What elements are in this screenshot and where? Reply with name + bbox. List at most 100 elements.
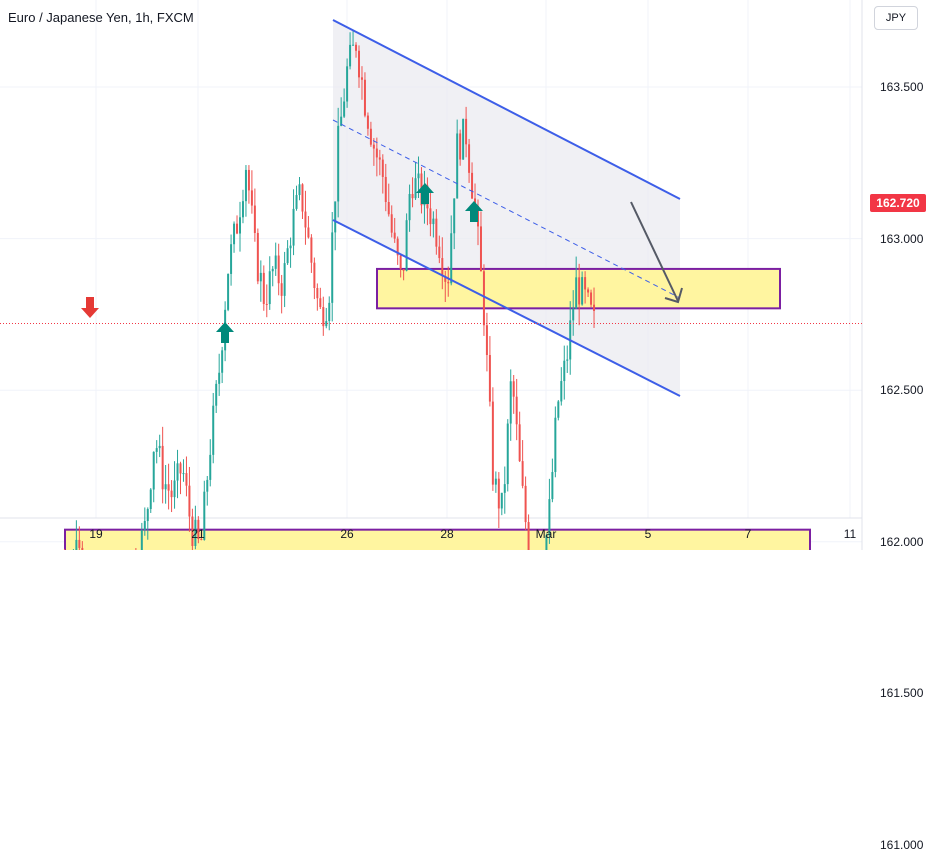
candle-body (524, 485, 527, 523)
candle-body (307, 227, 310, 238)
candle-body (363, 79, 366, 116)
x-tick-label: 7 (744, 527, 752, 541)
candle-body (346, 66, 349, 102)
candle-body (432, 218, 435, 225)
candle-body (167, 484, 170, 491)
candle-body (253, 205, 256, 233)
candle-body (209, 454, 212, 480)
candle-body (221, 350, 224, 373)
candle-body (283, 263, 286, 296)
x-tick-label: 5 (644, 527, 652, 541)
candle-body (197, 519, 200, 540)
candle-body (518, 424, 521, 462)
candle-body (414, 178, 417, 199)
y-tick-label: 161.000 (880, 838, 924, 852)
y-tick-label: 163.000 (880, 231, 924, 246)
candle-body (164, 484, 167, 490)
projection-arrow[interactable] (630, 201, 683, 304)
candle-body (548, 499, 551, 536)
candle-body (444, 275, 447, 282)
candle-body (340, 116, 343, 126)
candle-body (322, 307, 325, 327)
projection-line (630, 201, 679, 302)
candle-body (375, 148, 378, 158)
up-arrow-icon (216, 322, 234, 343)
candle-body (325, 321, 328, 327)
candle-body (468, 144, 471, 173)
candle-body (500, 492, 503, 509)
x-tick-label: 26 (340, 527, 354, 541)
candle-body (497, 478, 500, 509)
candle-body (78, 539, 81, 548)
candle-body (581, 277, 584, 305)
candle-body (301, 184, 304, 212)
candle-body (488, 355, 491, 402)
candle-body (390, 214, 393, 233)
currency-button[interactable]: JPY (874, 6, 918, 30)
candle-body (185, 473, 188, 486)
candle-body (438, 246, 441, 259)
candle-body (572, 308, 575, 321)
candle-body (337, 125, 340, 202)
up-arrow-icon (416, 183, 434, 204)
candle-body (241, 201, 244, 218)
price-zones (64, 267, 811, 550)
candle-body (331, 232, 334, 303)
candle-body (334, 201, 337, 233)
candle-body (250, 190, 253, 206)
candle-body (563, 360, 566, 382)
candle-body (233, 223, 236, 245)
candle-body (584, 277, 587, 290)
candle-body (304, 211, 307, 228)
candle-body (465, 118, 468, 145)
candle-body (509, 381, 512, 424)
descending-channel[interactable] (332, 19, 681, 397)
channel-background (333, 20, 680, 396)
candle-body (441, 258, 444, 276)
up-arrow-icon (465, 201, 483, 222)
channel-lower-line (332, 219, 681, 397)
candle-body (551, 472, 554, 500)
candle-body (247, 169, 250, 191)
candle-body (298, 184, 301, 196)
candle-body (447, 281, 450, 284)
candle-body (236, 223, 239, 234)
y-tick-label: 162.000 (880, 534, 924, 549)
x-tick-label: 28 (440, 527, 454, 541)
candle-body (393, 232, 396, 239)
candle-body (396, 238, 399, 256)
candle-body (230, 244, 233, 274)
candle-body (313, 262, 316, 289)
candle-body (417, 173, 420, 179)
candle-body (587, 289, 590, 293)
candle-body (239, 217, 241, 234)
candle-body (378, 157, 381, 160)
candle-body (265, 303, 268, 305)
candle-body (399, 255, 402, 270)
candle-body (188, 485, 191, 517)
candle-body (170, 490, 173, 498)
candle-body (191, 516, 194, 546)
candle-body (506, 423, 509, 485)
x-tick-label: Mar (535, 527, 557, 541)
candle-body (575, 277, 578, 309)
candle-body (450, 233, 453, 284)
candle-body (527, 522, 530, 550)
price-chart[interactable] (0, 0, 932, 550)
candle-body (557, 401, 560, 418)
candle-body (179, 463, 182, 474)
candle-body (143, 521, 146, 531)
x-tick-label: 11 (843, 527, 857, 541)
support-zone (64, 528, 811, 550)
candle-body (200, 539, 203, 541)
candle-body (408, 193, 411, 221)
candle-body (578, 277, 581, 305)
y-tick-label: 162.500 (880, 383, 924, 398)
candle-body (503, 484, 506, 493)
candle-body (521, 461, 524, 486)
candle-body (173, 480, 176, 498)
grid-lines (0, 0, 863, 550)
candle-body (349, 44, 352, 67)
candle-body (554, 417, 557, 473)
candle-body (319, 298, 322, 308)
